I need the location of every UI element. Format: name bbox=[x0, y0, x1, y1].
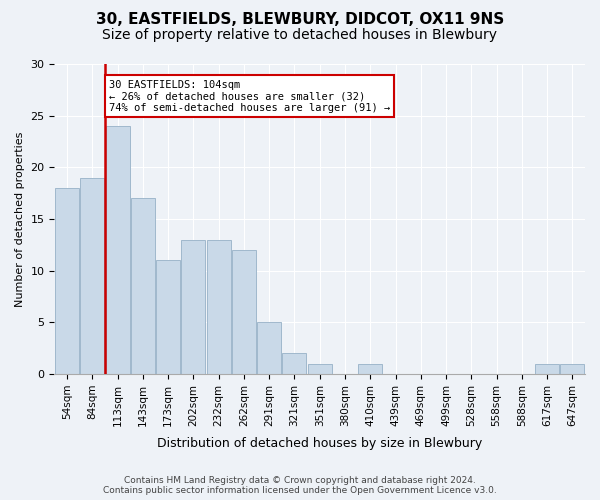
Bar bbox=[257, 322, 281, 374]
Bar bbox=[131, 198, 155, 374]
Bar bbox=[358, 364, 382, 374]
Bar bbox=[181, 240, 205, 374]
Bar bbox=[232, 250, 256, 374]
Bar bbox=[156, 260, 180, 374]
Bar bbox=[55, 188, 79, 374]
Text: 30 EASTFIELDS: 104sqm
← 26% of detached houses are smaller (32)
74% of semi-deta: 30 EASTFIELDS: 104sqm ← 26% of detached … bbox=[109, 80, 390, 112]
Text: 30, EASTFIELDS, BLEWBURY, DIDCOT, OX11 9NS: 30, EASTFIELDS, BLEWBURY, DIDCOT, OX11 9… bbox=[96, 12, 504, 28]
Bar bbox=[560, 364, 584, 374]
Bar bbox=[535, 364, 559, 374]
Text: Size of property relative to detached houses in Blewbury: Size of property relative to detached ho… bbox=[103, 28, 497, 42]
Bar bbox=[106, 126, 130, 374]
Bar bbox=[206, 240, 230, 374]
X-axis label: Distribution of detached houses by size in Blewbury: Distribution of detached houses by size … bbox=[157, 437, 482, 450]
Bar bbox=[308, 364, 332, 374]
Bar bbox=[283, 354, 307, 374]
Text: Contains HM Land Registry data © Crown copyright and database right 2024.
Contai: Contains HM Land Registry data © Crown c… bbox=[103, 476, 497, 495]
Y-axis label: Number of detached properties: Number of detached properties bbox=[15, 132, 25, 306]
Bar bbox=[80, 178, 104, 374]
